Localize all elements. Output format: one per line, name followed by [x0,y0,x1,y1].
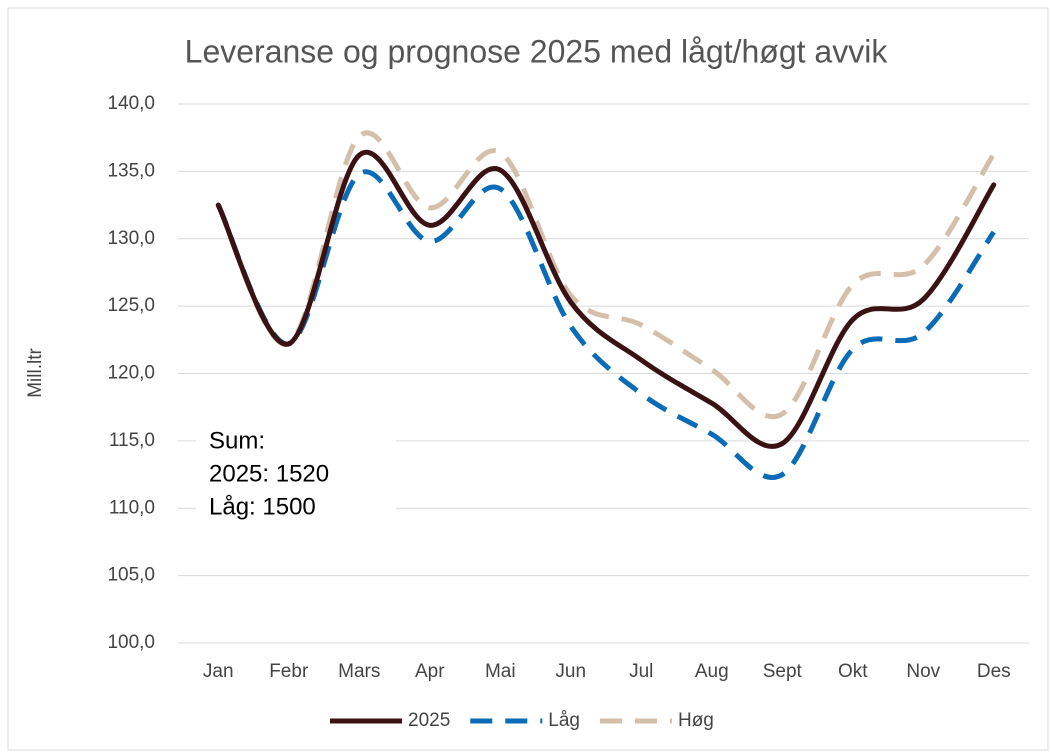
x-tick-label: Aug [695,661,729,682]
legend-label: Høg [678,710,714,731]
x-tick-label: Sept [763,661,803,682]
legend-label: Låg [548,710,580,731]
annotation-text: Sum: [209,427,265,454]
x-tick-label: Jan [203,661,234,682]
chart-title: Leveranse og prognose 2025 med lågt/høgt… [185,33,889,69]
y-tick-label: 130,0 [107,228,155,249]
chart-frame [7,7,1049,751]
y-tick-label: 115,0 [109,430,155,451]
annotation-text: 2025: 1520 [209,460,329,487]
x-tick-label: Okt [838,661,868,682]
x-tick-label: Apr [415,661,445,682]
annotation-text: Låg: 1500 [209,493,316,520]
y-tick-label: 110,0 [109,497,155,518]
series-line [215,130,996,419]
annotation-box [196,420,396,530]
x-tick-label: Nov [906,661,940,682]
x-tick-label: Mars [338,661,380,682]
x-tick-label: Febr [269,661,309,682]
legend-label: 2025 [408,710,450,731]
x-tick-label: Mai [485,661,516,682]
x-tick-label: Jun [555,661,586,682]
x-tick-label: Jul [629,661,653,682]
y-tick-label: 125,0 [107,295,155,316]
series-line [215,149,997,449]
y-tick-label: 105,0 [107,565,155,586]
y-tick-label: 135,0 [107,160,155,181]
x-tick-label: Des [977,661,1011,682]
y-tick-label: 120,0 [107,363,155,384]
y-axis-label: Mill.ltr [25,348,46,398]
y-tick-label: 140,0 [107,93,155,114]
y-tick-label: 100,0 [107,632,155,653]
